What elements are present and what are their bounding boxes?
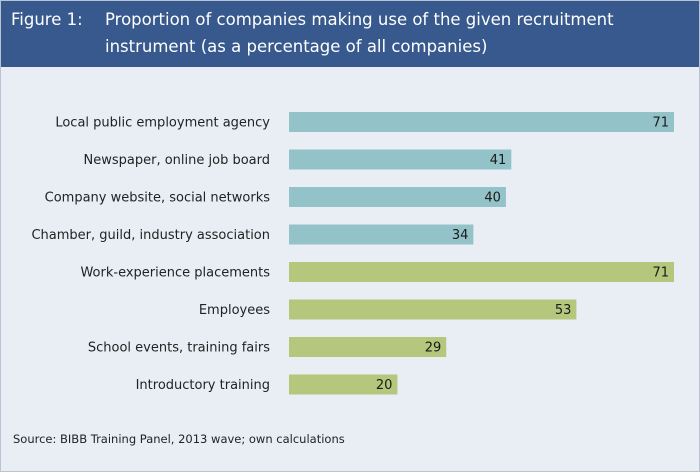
value-label: 71 — [652, 116, 669, 131]
bar — [289, 224, 474, 245]
source-note: Source: BIBB Training Panel, 2013 wave; … — [13, 432, 345, 446]
figure-label: Figure 1: — [11, 10, 83, 29]
bar — [289, 299, 577, 320]
value-label: 53 — [555, 303, 572, 318]
category-label: School events, training fairs — [88, 341, 270, 356]
value-label: 71 — [652, 266, 669, 281]
value-label: 29 — [425, 341, 442, 356]
figure-title-line-1: Proportion of companies making use of th… — [105, 10, 614, 29]
bar-chart: Local public employment agency 71 Newspape… — [31, 112, 674, 395]
bar — [289, 149, 512, 170]
bar — [289, 374, 398, 395]
value-label: 20 — [376, 378, 393, 393]
figure-title-line-2: instrument (as a percentage of all compa… — [105, 37, 488, 56]
bar — [289, 112, 674, 132]
value-label: 40 — [484, 191, 501, 206]
category-label: Company website, social networks — [45, 191, 271, 206]
value-label: 34 — [452, 228, 469, 243]
bar — [289, 337, 447, 357]
category-label: Introductory training — [136, 378, 270, 393]
value-label: 41 — [490, 153, 507, 168]
category-label: Employees — [199, 303, 270, 318]
bar — [289, 187, 506, 207]
category-label: Chamber, guild, industry association — [31, 228, 270, 243]
figure-header: Figure 1: Proportion of companies making… — [1, 1, 699, 67]
category-label: Work-experience placements — [80, 266, 270, 281]
category-label: Local public employment agency — [55, 116, 270, 131]
category-label: Newspaper, online job board — [84, 153, 270, 168]
bar — [289, 262, 674, 282]
